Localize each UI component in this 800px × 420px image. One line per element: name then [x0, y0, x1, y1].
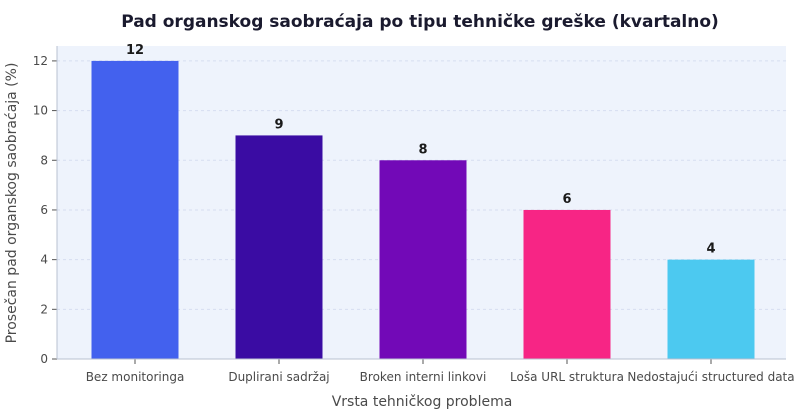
x-tick-label: Broken interni linkovi	[360, 370, 487, 384]
bar	[91, 60, 179, 360]
bars-group	[91, 60, 755, 360]
bar-value-label: 12	[126, 43, 144, 58]
y-axis-ticks: 0 2 4 6 8 10 12	[33, 54, 57, 366]
x-axis-label: Vrsta tehničkog problema	[332, 394, 513, 410]
y-tick-label: 2	[40, 302, 48, 316]
bar	[235, 135, 323, 359]
x-tick-label: Loša URL struktura	[510, 370, 624, 384]
data-labels-group: 12 9 8 6 4	[126, 43, 716, 257]
y-tick-label: 0	[40, 352, 48, 366]
bar-value-label: 6	[562, 192, 571, 207]
y-tick-label: 10	[33, 104, 48, 118]
chart-title: Pad organskog saobraćaja po tipu tehničk…	[121, 12, 719, 32]
y-tick-label: 6	[40, 203, 48, 217]
bar	[667, 259, 755, 359]
x-axis-ticks: Bez monitoringa Duplirani sadržaj Broken i…	[86, 359, 795, 384]
bar-value-label: 9	[274, 117, 283, 132]
bar-value-label: 8	[418, 142, 427, 157]
x-tick-label: Bez monitoringa	[86, 370, 185, 384]
y-tick-label: 12	[33, 54, 48, 68]
bar	[379, 160, 467, 359]
x-tick-label: Nedostajući structured data	[627, 370, 794, 384]
y-tick-label: 4	[40, 253, 48, 267]
y-axis-label: Prosečan pad organskog saobraćaja (%)	[4, 63, 20, 344]
bar-value-label: 4	[706, 242, 715, 257]
bar	[523, 209, 611, 359]
y-tick-label: 8	[40, 153, 48, 167]
x-tick-label: Duplirani sadržaj	[228, 370, 329, 384]
